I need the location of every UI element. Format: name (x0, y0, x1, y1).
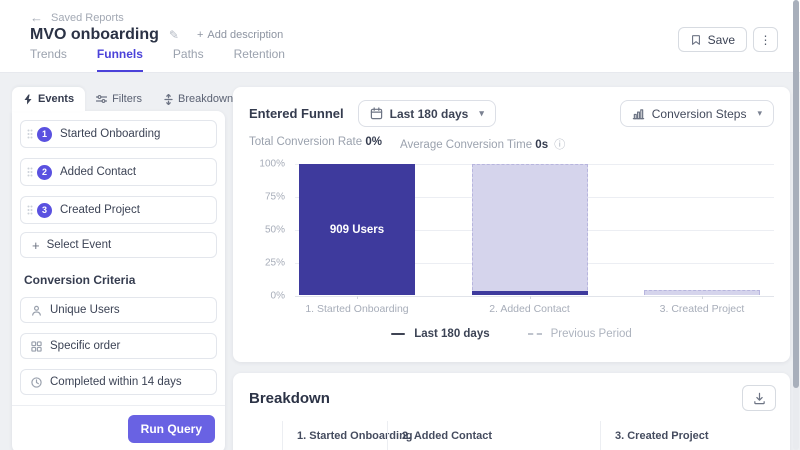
funnel-step-slot-3 (644, 164, 760, 295)
plus-icon: + (32, 237, 40, 253)
event-step-label: Created Project (60, 204, 140, 216)
split-icon (164, 93, 173, 105)
edit-title-icon[interactable]: ✎ (168, 28, 179, 42)
drag-handle-icon[interactable] (21, 166, 37, 178)
y-axis: 100% 75% 50% 25% 0% (259, 158, 285, 302)
current-period-bar[interactable]: 909 Users (299, 164, 415, 295)
legend-previous-period[interactable]: Previous Period (527, 328, 632, 340)
previous-period-bar[interactable] (471, 164, 588, 295)
funnel-step-slot-1: 909 Users (299, 164, 415, 295)
download-icon (753, 392, 765, 404)
tab-retention[interactable]: Retention (233, 47, 285, 61)
breakdown-rowlabel-column (233, 421, 282, 450)
breakdown-column-1[interactable]: 1. Started Onboarding (282, 421, 413, 450)
date-range-dropdown[interactable]: Last 180 days ▾ (357, 100, 496, 127)
x-label-step-1: 1. Started Onboarding (299, 296, 415, 315)
funnel-chart: 100% 75% 50% 25% 0% 909 Users (249, 158, 774, 302)
step-number-badge: 3 (37, 202, 52, 218)
run-query-button[interactable]: Run Query (127, 415, 215, 443)
legend-last-180-days[interactable]: Last 180 days (391, 328, 490, 340)
criteria-specific-order[interactable]: Specific order (20, 333, 217, 359)
total-conversion-rate: Total Conversion Rate 0% (249, 136, 382, 148)
breakdown-card: Breakdown 1. Started Onboarding 2. Added… (233, 373, 790, 450)
x-label-step-2: 2. Added Contact (472, 296, 588, 315)
back-link[interactable]: ← Saved Reports (30, 10, 124, 25)
page-title: MVO onboarding (30, 26, 159, 43)
chevron-down-icon: ▾ (757, 108, 762, 118)
scrollbar-thumb[interactable] (793, 0, 799, 388)
bookmark-save-icon (691, 34, 700, 45)
add-description-button[interactable]: + Add description (196, 29, 284, 41)
criteria-unique-users[interactable]: Unique Users (20, 297, 217, 323)
avg-conversion-time: Average Conversion Time 0s ⓘ (399, 139, 566, 151)
tab-funnels[interactable]: Funnels (96, 47, 143, 72)
conversion-criteria-heading: Conversion Criteria (24, 273, 136, 287)
bar-chart-icon (632, 108, 644, 119)
solid-line-swatch (391, 332, 406, 336)
event-step-2[interactable]: 2 Added Contact (20, 158, 217, 186)
x-label-step-3: 3. Created Project (644, 296, 760, 315)
panel-tab-breakdown[interactable]: Breakdown (153, 87, 244, 111)
breakdown-column-3[interactable]: 3. Created Project (600, 421, 790, 450)
drag-handle-icon[interactable] (21, 204, 37, 216)
select-event-button[interactable]: + Select Event (20, 232, 217, 258)
current-period-bar[interactable] (471, 291, 588, 295)
grid-icon (31, 340, 42, 352)
tab-paths[interactable]: Paths (172, 47, 204, 61)
chart-legend: Last 180 days Previous Period (249, 328, 774, 340)
back-arrow-icon: ← (30, 10, 43, 25)
plot-area: 909 Users (295, 164, 774, 297)
event-step-label: Added Contact (60, 166, 137, 178)
tab-trends[interactable]: Trends (30, 47, 67, 61)
download-button[interactable] (742, 385, 776, 411)
sliders-icon (96, 95, 108, 103)
report-tabs: Trends Funnels Paths Retention (30, 47, 285, 72)
funnel-step-slot-2 (471, 164, 588, 295)
step-number-badge: 1 (37, 126, 52, 142)
chevron-down-icon: ▾ (479, 108, 484, 118)
plus-icon: + (196, 29, 204, 41)
clock-icon (31, 376, 42, 388)
panel-tab-filters[interactable]: Filters (85, 87, 153, 111)
event-step-1[interactable]: 1 Started Onboarding (20, 120, 217, 148)
app-header: ← Saved Reports MVO onboarding ✎ + Add d… (0, 0, 800, 73)
kebab-icon: ⋮ (759, 32, 772, 47)
dashed-line-swatch (527, 333, 542, 335)
criteria-completed-within[interactable]: Completed within 14 days (20, 369, 217, 395)
vertical-scrollbar[interactable] (793, 0, 799, 450)
x-axis: 1. Started Onboarding 2. Added Contact 3… (295, 296, 774, 315)
query-builder-panel: Events Filters Breakdown 1 Started Onboa… (12, 87, 233, 450)
breakdown-title: Breakdown (249, 389, 330, 407)
event-step-3[interactable]: 3 Created Project (20, 196, 217, 224)
previous-period-bar[interactable] (644, 289, 760, 295)
more-options-button[interactable]: ⋮ (753, 27, 778, 52)
back-label: Saved Reports (51, 11, 124, 24)
user-icon (32, 305, 41, 316)
chart-view-dropdown[interactable]: Conversion Steps ▾ (619, 100, 774, 127)
calendar-icon (370, 107, 382, 120)
info-icon[interactable]: ⓘ (554, 139, 566, 151)
drag-handle-icon[interactable] (21, 128, 37, 140)
breakdown-column-2[interactable]: 2. Added Contact (387, 421, 600, 450)
lightning-icon (24, 94, 32, 104)
bar-users-label: 909 Users (329, 223, 385, 236)
step-number-badge: 2 (37, 164, 52, 180)
breakdown-table-header: 1. Started Onboarding 2. Added Contact 3… (233, 421, 790, 450)
funnel-title: Entered Funnel (249, 106, 344, 121)
save-button[interactable]: Save (677, 27, 747, 52)
panel-tab-events[interactable]: Events (12, 87, 86, 111)
event-step-label: Started Onboarding (60, 128, 161, 140)
funnel-chart-card: Entered Funnel Last 180 days ▾ Conversio… (233, 87, 790, 362)
